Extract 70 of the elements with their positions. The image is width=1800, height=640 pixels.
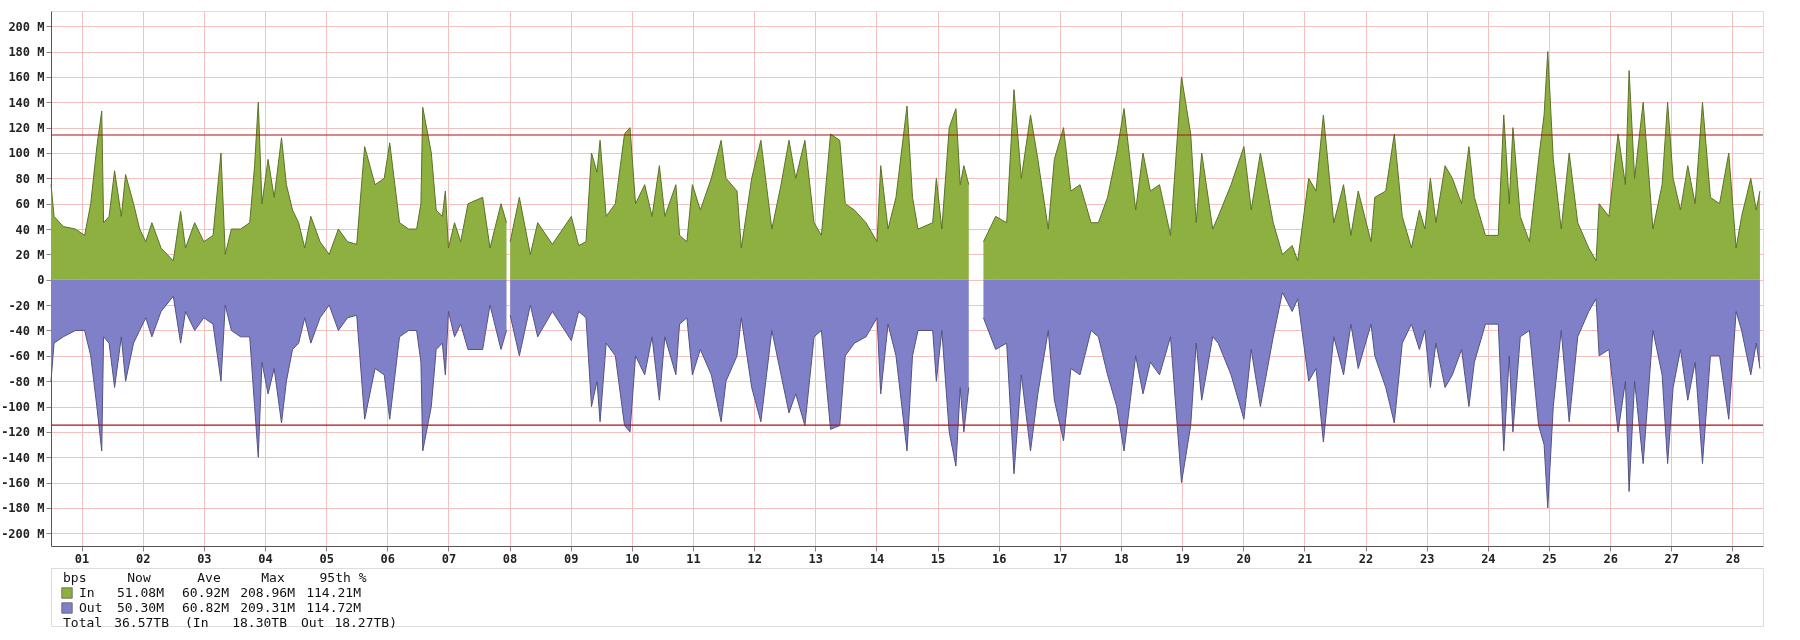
x-tick-label: 09 — [563, 551, 579, 566]
x-tick-label: 25 — [1542, 551, 1557, 566]
y-tick-label: 200 M — [8, 19, 45, 34]
y-tick-label: -160 M — [1, 476, 45, 491]
y-tick-label: 40 M — [15, 222, 45, 237]
y-tick-label: 100 M — [8, 146, 45, 161]
text: 208.96M — [240, 585, 296, 600]
x-tick-label: 24 — [1481, 551, 1496, 566]
x-tick-label: 05 — [319, 551, 334, 566]
legend-label: Out — [79, 600, 103, 615]
x-tick-label: 20 — [1236, 551, 1252, 566]
x-tick-label: 19 — [1175, 551, 1190, 566]
text: Out — [301, 615, 325, 630]
y-tick-label: -100 M — [1, 400, 45, 415]
x-tick-label: 23 — [1419, 551, 1435, 566]
y-tick-label: -80 M — [8, 374, 45, 389]
y-tick-label: -20 M — [8, 298, 45, 313]
x-tick-label: 03 — [197, 551, 212, 566]
y-tick-label: 80 M — [15, 171, 45, 186]
x-tick-label: 18 — [1114, 551, 1129, 566]
y-tick-label: 20 M — [15, 247, 45, 262]
x-tick-label: 07 — [441, 551, 457, 566]
text: 51.08M — [117, 585, 165, 600]
y-tick-label: 160 M — [8, 70, 45, 85]
y-tick-label: 0 — [37, 273, 45, 288]
text: 18.27TB) — [334, 615, 397, 630]
text: 209.31M — [240, 600, 296, 615]
x-tick-label: 16 — [991, 551, 1007, 566]
x-tick-label: 12 — [747, 551, 762, 566]
text: 36.57TB — [114, 615, 170, 630]
x-tick-label: 27 — [1664, 551, 1680, 566]
x-tick-label: 11 — [686, 551, 701, 566]
y-tick-label: -200 M — [1, 526, 45, 541]
x-tick-label: 04 — [258, 551, 273, 566]
text: 18.30TB — [232, 615, 288, 630]
y-tick-label: -180 M — [1, 501, 45, 516]
y-tick-label: -60 M — [8, 349, 45, 364]
text: (In — [185, 615, 209, 630]
text: 114.21M — [306, 585, 362, 600]
x-tick-label: 21 — [1297, 551, 1313, 566]
x-tick-label: 22 — [1358, 551, 1374, 566]
text: 114.72M — [306, 600, 362, 615]
x-tick-label: 02 — [135, 551, 151, 566]
text: bps — [63, 570, 87, 585]
legend-label: In — [79, 585, 95, 600]
text: Total — [63, 615, 103, 630]
x-tick-label: 13 — [808, 551, 824, 566]
text: Ave — [197, 570, 221, 585]
text: 95th % — [319, 570, 367, 585]
x-tick-label: 14 — [869, 551, 885, 566]
x-tick-label: 10 — [625, 551, 640, 566]
y-tick-label: 140 M — [8, 95, 45, 110]
y-tick-label: 60 M — [15, 197, 45, 212]
text: 50.30M — [117, 600, 165, 615]
x-tick-label: 06 — [380, 551, 396, 566]
x-tick-label: 17 — [1053, 551, 1068, 566]
text: Max — [261, 570, 285, 585]
y-tick-label: 180 M — [8, 45, 45, 60]
text: 60.92M — [182, 585, 230, 600]
x-tick-label: 15 — [930, 551, 946, 566]
x-tick-label: 01 — [74, 551, 90, 566]
x-tick-label: 26 — [1603, 551, 1618, 566]
y-tick-label: -40 M — [8, 323, 45, 338]
text: 60.82M — [182, 600, 230, 615]
text: Now — [127, 570, 151, 585]
x-tick-label: 28 — [1725, 551, 1741, 566]
y-tick-label: -140 M — [1, 450, 45, 465]
y-tick-label: 120 M — [8, 121, 45, 136]
x-tick-label: 08 — [502, 551, 518, 566]
y-tick-label: -120 M — [1, 425, 45, 440]
